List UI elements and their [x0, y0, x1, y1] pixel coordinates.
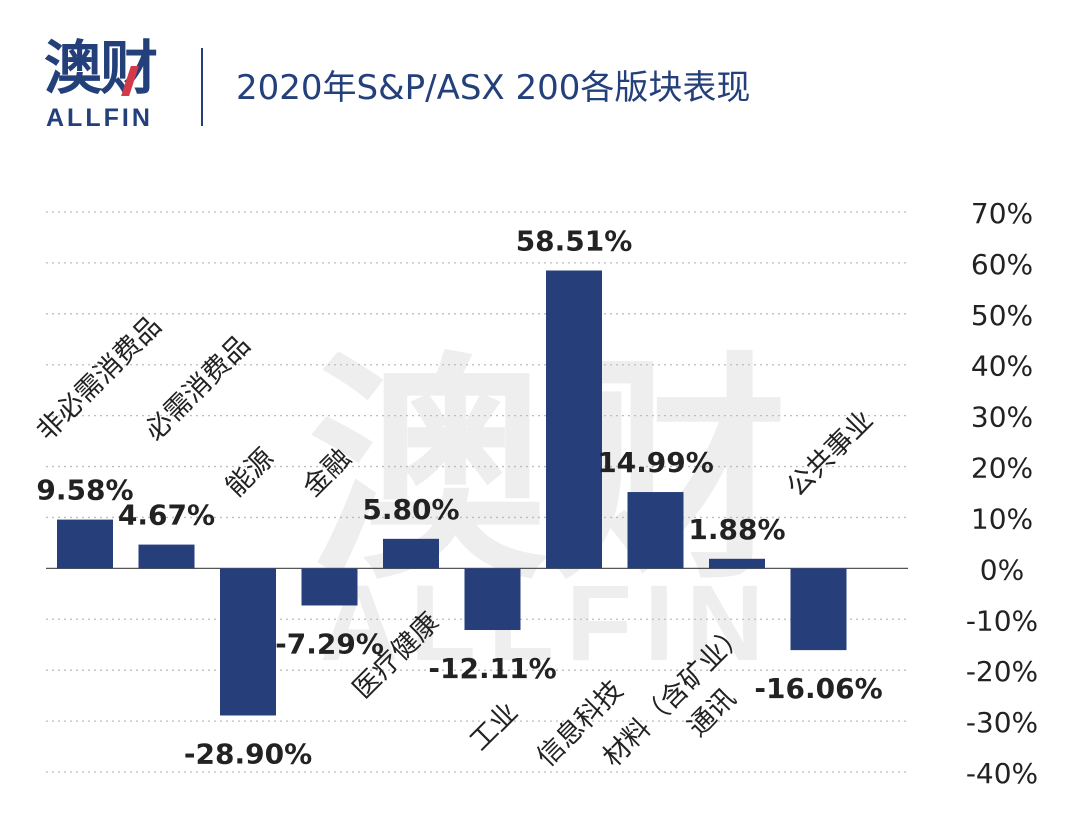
value-label: 14.99% — [597, 446, 714, 479]
value-label: 9.58% — [36, 474, 133, 507]
value-label: 1.88% — [688, 513, 785, 546]
y-axis-tick-labels: 70% 60% 50% 40% 30% 20% 10% 0% -10% -20% -30% -40% — [966, 197, 1038, 790]
bars — [57, 270, 847, 716]
y-tick-label: 20% — [971, 452, 1033, 485]
value-label: -28.90% — [184, 737, 312, 770]
value-label: 5.80% — [362, 493, 459, 526]
value-label: -12.11% — [428, 652, 556, 685]
y-tick-label: 10% — [971, 502, 1033, 535]
value-labels: 9.58%4.67% -28.90% -7.29% 5.80% -12.11% 58.51… — [36, 224, 882, 770]
chart-title: 2020年S&P/ASX 200各版块表现 — [236, 68, 751, 108]
y-tick-label: -10% — [966, 604, 1038, 637]
value-label: -16.06% — [754, 672, 882, 705]
y-tick-label: 60% — [971, 248, 1033, 281]
y-tick-label: 50% — [971, 299, 1033, 332]
bar — [627, 492, 684, 569]
bar — [138, 544, 195, 569]
value-label: -7.29% — [275, 627, 384, 660]
bar — [301, 568, 358, 606]
bar — [220, 568, 276, 716]
logo-chinese: 澳财 — [44, 34, 158, 102]
category-label: 公共事业 — [781, 405, 879, 503]
y-tick-label: -20% — [966, 655, 1038, 688]
value-label: 58.51% — [516, 224, 633, 257]
watermark-english: ALLFIN — [320, 562, 776, 683]
bar — [709, 558, 765, 569]
header-divider — [201, 48, 203, 126]
bar — [57, 519, 113, 569]
y-tick-label: 30% — [971, 401, 1033, 434]
bar — [546, 270, 602, 569]
chart-header: 澳财 ALLFIN 2020年S&P/ASX 200各版块表现 — [0, 0, 1080, 150]
category-label: 必需消费品 — [139, 330, 256, 447]
logo-english: ALLFIN — [46, 104, 153, 132]
y-tick-label: -40% — [966, 757, 1038, 790]
category-label: 工业 — [464, 697, 524, 757]
y-tick-label: 70% — [971, 197, 1033, 230]
y-tick-label: 0% — [980, 553, 1024, 586]
bar — [383, 538, 439, 569]
y-tick-label: 40% — [971, 350, 1033, 383]
category-label: 能源 — [220, 443, 280, 503]
bar — [790, 568, 847, 651]
bar — [464, 568, 521, 631]
y-tick-label: -30% — [966, 706, 1038, 739]
value-label: 4.67% — [118, 499, 215, 532]
